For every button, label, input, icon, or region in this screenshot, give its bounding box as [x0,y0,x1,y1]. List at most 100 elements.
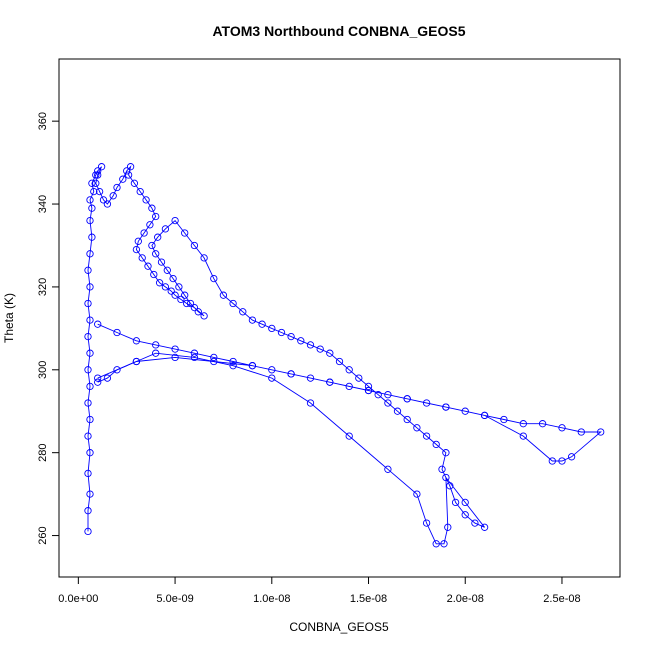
data-point [92,171,100,179]
data-point [422,399,431,407]
data-point [442,473,450,482]
data-point [88,204,96,212]
data-point [567,453,576,461]
data-point [384,465,392,473]
series-layer [84,163,605,548]
data-point [140,229,148,237]
data-point [126,163,135,171]
data-point [103,374,112,382]
data-point [161,283,170,291]
data-point [84,266,92,274]
data-point [210,274,218,283]
data-point [152,349,160,357]
series-line [87,165,485,545]
data-point [422,432,431,440]
data-point [86,283,94,291]
data-point [268,324,276,333]
data-point [169,274,177,283]
y-tick-label: 360 [37,112,49,130]
data-point [146,221,154,229]
data-point [451,498,460,507]
x-tick-label: 1.5e-08 [350,593,387,605]
data-point [86,382,94,391]
data-point [577,428,585,436]
data-point [109,192,117,200]
data-point [345,366,353,374]
data-point [384,399,392,407]
data-point [150,270,158,279]
x-tick-label: 1.0e-08 [253,593,290,605]
data-point [277,328,286,337]
data-point [444,523,452,531]
data-point [210,353,218,362]
data-point [99,196,108,204]
data-point [306,341,315,349]
data-point [442,449,450,457]
data-point [438,465,446,473]
x-tick-label: 5.0e-09 [156,593,193,605]
data-point [548,457,556,465]
data-point [287,370,295,378]
data-point [171,291,179,299]
data-point [268,374,276,382]
data-point [248,316,257,324]
data-point [136,187,144,196]
x-axis-label: CONBNA_GEOS5 [289,620,389,634]
x-axis: 0.0e+00 5.0e-09 1.0e-08 1.5e-08 2.0e-08 2.5e-… [58,576,581,605]
data-point [94,378,102,386]
data-point [461,498,469,507]
data-point [148,241,156,250]
data-point [538,420,547,428]
data-point [144,262,152,270]
data-point [119,175,127,183]
data-point [219,291,228,299]
x-tick-label: 0.0e+00 [58,593,98,605]
data-point [94,320,102,328]
data-point [500,415,508,424]
data-point [95,187,104,196]
data-point [345,432,353,440]
data-point [155,279,164,287]
data-point [84,507,92,515]
data-point [403,395,411,403]
data-point [364,386,373,395]
data-point [175,283,183,291]
data-point [384,391,392,399]
data-point [335,357,344,366]
data-point [132,245,141,254]
data-point [138,254,146,262]
data-point [86,415,94,424]
data-point [123,167,131,175]
data-point [413,490,421,498]
y-tick-label: 300 [37,361,49,379]
data-point [84,527,92,536]
y-tick-label: 280 [37,444,49,462]
data-point [461,511,469,519]
data-point [94,171,102,179]
data-point [167,287,175,295]
y-axis: 260 280 300 320 340 360 [37,112,60,545]
data-point [148,204,156,212]
data-point [194,308,202,316]
data-point [239,308,247,316]
data-point [88,179,96,187]
data-point [183,299,191,308]
y-tick-label: 320 [37,278,49,296]
data-point [268,366,276,374]
data-point [364,382,373,391]
data-point [181,229,189,237]
data-point [190,353,199,362]
data-point [84,299,92,308]
data-point [186,299,195,308]
data-point [326,349,334,357]
data-point [597,428,605,436]
data-point [142,196,150,204]
data-point [446,482,454,490]
data-point [440,540,448,548]
data-point [403,415,411,424]
data-point [374,391,382,399]
y-axis-label: Theta (K) [2,293,16,343]
data-point [190,303,199,312]
